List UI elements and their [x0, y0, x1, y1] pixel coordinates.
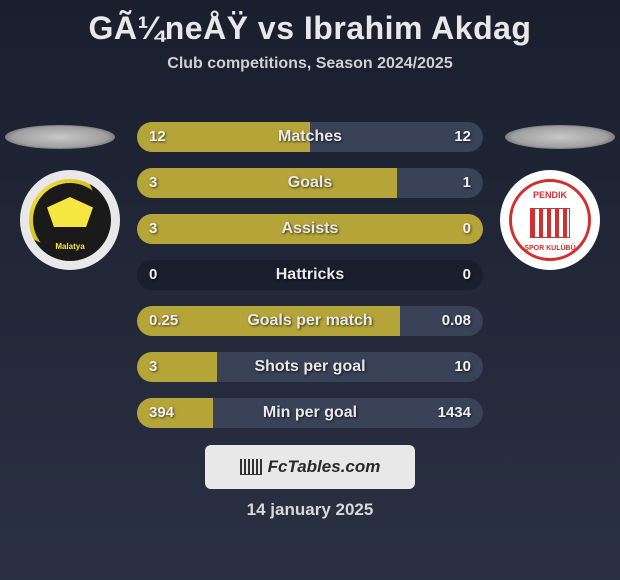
team-badge-right: PENDIK SPOR KULÜBÜ: [500, 170, 600, 270]
stat-row: 30Assists: [137, 214, 483, 244]
stat-label: Hattricks: [137, 260, 483, 290]
stat-row: 00Hattricks: [137, 260, 483, 290]
team-badge-right-label: PENDIK: [512, 190, 588, 200]
stat-row: 0.250.08Goals per match: [137, 306, 483, 336]
brand-text: FcTables.com: [268, 457, 381, 477]
team-badge-right-crest: PENDIK SPOR KULÜBÜ: [509, 179, 591, 261]
team-badge-left: Malatya: [20, 170, 120, 270]
player-shadow-right: [505, 125, 615, 149]
stat-label: Min per goal: [137, 398, 483, 428]
stat-label: Matches: [137, 122, 483, 152]
stats-container: 1212Matches 31Goals 30Assists 00Hattricks 0.…: [137, 122, 483, 444]
stat-label: Assists: [137, 214, 483, 244]
brand-chart-icon: [240, 459, 262, 475]
stat-row: 31Goals: [137, 168, 483, 198]
stat-row: 1212Matches: [137, 122, 483, 152]
subtitle: Club competitions, Season 2024/2025: [0, 55, 620, 73]
team-badge-right-sublabel: SPOR KULÜBÜ: [512, 245, 588, 252]
stat-row: 3941434Min per goal: [137, 398, 483, 428]
stat-label: Shots per goal: [137, 352, 483, 382]
stat-label: Goals: [137, 168, 483, 198]
stat-row: 310Shots per goal: [137, 352, 483, 382]
team-badge-left-label: Malatya: [29, 242, 111, 251]
generated-date: 14 january 2025: [0, 500, 620, 520]
team-badge-right-stripes-icon: [530, 208, 570, 238]
team-badge-left-crest: Malatya: [29, 179, 111, 261]
brand-badge: FcTables.com: [205, 445, 415, 489]
page-title: GÃ¼neÅŸ vs Ibrahim Akdag: [0, 0, 620, 47]
player-shadow-left: [5, 125, 115, 149]
stat-label: Goals per match: [137, 306, 483, 336]
